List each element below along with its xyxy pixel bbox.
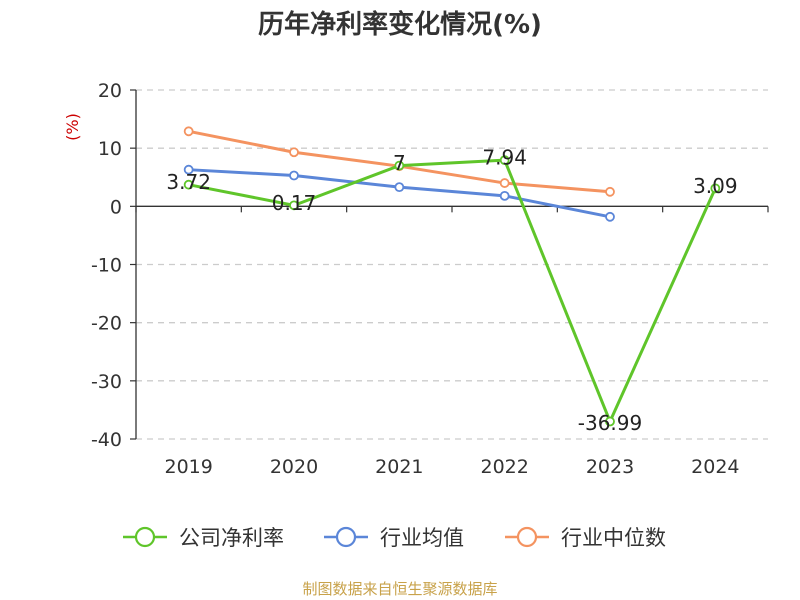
legend-item[interactable]: 行业中位数 <box>505 526 666 550</box>
legend-item[interactable]: 行业均值 <box>324 526 464 550</box>
data-label: 3.72 <box>166 170 211 194</box>
data-point <box>183 179 194 190</box>
data-labels: 3.72 0.17 7 7.94 -36.99 3.09 <box>166 146 737 435</box>
legend-marker-icon <box>134 526 156 548</box>
x-tick-label: 2024 <box>691 456 739 478</box>
data-label: 7 <box>393 151 406 175</box>
data-point <box>289 200 299 211</box>
chart-title: 历年净利率变化情况(%) <box>258 10 542 40</box>
data-point <box>499 155 510 166</box>
y-tick-label: -40 <box>91 429 122 451</box>
series-line <box>188 168 611 219</box>
legend: 公司净利率 行业均值 行业中位数 <box>123 526 666 550</box>
data-point <box>183 126 194 137</box>
legend-marker-icon <box>335 526 357 548</box>
y-tick-label: -10 <box>91 255 122 277</box>
data-point <box>710 183 721 194</box>
x-tick-label: 2021 <box>375 456 423 478</box>
legend-label: 行业均值 <box>380 526 464 550</box>
grid-lines <box>136 89 768 440</box>
data-point <box>289 170 299 181</box>
x-tick-label: 2019 <box>164 456 212 478</box>
data-label: 0.17 <box>272 191 317 215</box>
data-point <box>394 182 405 193</box>
data-point <box>605 211 615 222</box>
legend-label: 行业中位数 <box>561 526 666 550</box>
data-point <box>289 147 299 158</box>
series-line <box>188 158 717 423</box>
data-point <box>394 160 405 171</box>
legend-item[interactable]: 公司净利率 <box>123 526 284 550</box>
y-tick-label: 20 <box>98 80 122 102</box>
data-point <box>499 178 510 188</box>
data-label: 7.94 <box>482 146 527 170</box>
y-tick-label: 0 <box>110 196 122 218</box>
legend-marker-icon <box>516 526 538 548</box>
y-axis-unit-label: (%) <box>63 113 82 141</box>
data-point <box>605 186 615 197</box>
data-label: -36.99 <box>578 411 642 435</box>
data-point <box>183 164 194 175</box>
legend-label: 公司净利率 <box>179 526 284 550</box>
y-tick-label: -20 <box>91 313 122 335</box>
x-tick-label: 2023 <box>586 456 634 478</box>
x-tick-label: 2022 <box>480 456 528 478</box>
data-point <box>605 416 615 427</box>
y-tick-label: -30 <box>91 371 122 393</box>
data-label: 3.09 <box>693 174 738 198</box>
data-point <box>499 190 510 201</box>
y-tick-label: 10 <box>98 138 122 160</box>
series-lines <box>183 126 721 427</box>
x-tick-label: 2020 <box>270 456 318 478</box>
axes: 20 10 0 -10 -20 -30 -40 2019 2020 2021 2022 2023 202… <box>91 80 769 478</box>
source-note: 制图数据来自恒生聚源数据库 <box>302 580 498 598</box>
